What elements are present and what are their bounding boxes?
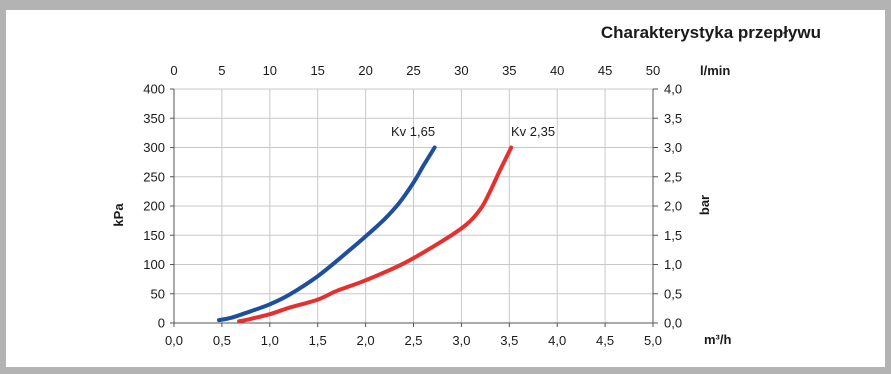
chart-title: Charakterystyka przepływu [601,23,821,42]
right-tick-label: 3,0 [664,140,682,155]
left-tick-label: 150 [143,228,165,243]
top-axis-unit: l/min [700,63,730,78]
right-axis-unit: bar [697,195,712,215]
top-tick-label: 0 [170,63,177,78]
top-tick-label: 45 [598,63,612,78]
bottom-tick-label: 0,0 [165,333,183,348]
bottom-tick-label: 1,0 [261,333,279,348]
bottom-tick-label: 3,5 [500,333,518,348]
top-tick-label: 5 [218,63,225,78]
left-tick-label: 350 [143,111,165,126]
top-tick-label: 35 [502,63,516,78]
left-tick-label: 200 [143,199,165,214]
left-tick-label: 400 [143,82,165,97]
series-line-kv235 [239,148,511,322]
bottom-tick-label: 4,0 [548,333,566,348]
right-tick-label: 4,0 [664,82,682,97]
right-tick-label: 0,0 [664,316,682,331]
top-tick-label: 15 [310,63,324,78]
left-tick-label: 250 [143,169,165,184]
bottom-tick-label: 2,0 [357,333,375,348]
bottom-tick-label: 5,0 [644,333,662,348]
left-axis-unit: kPa [111,203,126,227]
top-tick-label: 25 [406,63,420,78]
top-tick-label: 40 [550,63,564,78]
series-label-kv165: Kv 1,65 [391,124,435,139]
bottom-tick-label: 1,5 [309,333,327,348]
left-tick-label: 50 [151,286,165,301]
bottom-tick-label: 4,5 [596,333,614,348]
right-tick-label: 3,5 [664,111,682,126]
right-tick-label: 2,0 [664,199,682,214]
series-label-kv235: Kv 2,35 [511,124,555,139]
left-tick-label: 0 [158,316,165,331]
left-tick-label: 100 [143,257,165,272]
right-tick-label: 1,5 [664,228,682,243]
bottom-axis-unit: m³/h [704,332,732,347]
right-tick-label: 2,5 [664,169,682,184]
bottom-tick-label: 2,5 [404,333,422,348]
top-tick-label: 50 [646,63,660,78]
top-tick-label: 10 [263,63,277,78]
flow-characteristic-chart: Charakterystyka przepływu 0,0 0,5 1,0 1,5 2,… [6,10,885,367]
left-tick-label: 300 [143,140,165,155]
top-tick-label: 30 [454,63,468,78]
chart-panel: Charakterystyka przepływu 0,0 0,5 1,0 1,5 2,… [6,10,885,367]
right-tick-label: 1,0 [664,257,682,272]
top-tick-label: 20 [358,63,372,78]
bottom-tick-label: 0,5 [213,333,231,348]
bottom-tick-label: 3,0 [452,333,470,348]
right-tick-label: 0,5 [664,286,682,301]
